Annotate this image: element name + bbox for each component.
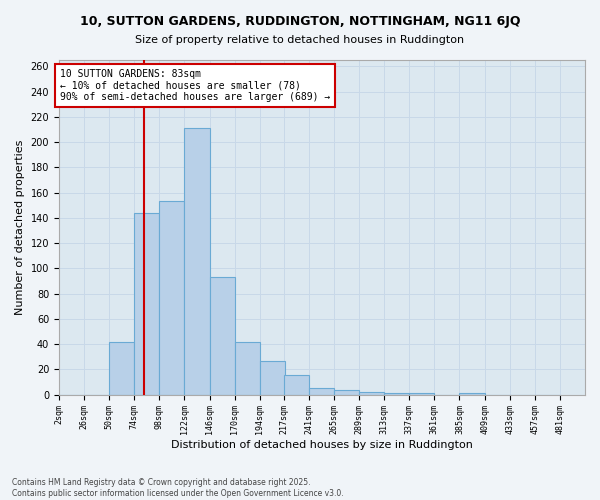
Text: 10 SUTTON GARDENS: 83sqm
← 10% of detached houses are smaller (78)
90% of semi-d: 10 SUTTON GARDENS: 83sqm ← 10% of detach… bbox=[60, 69, 330, 102]
Text: Size of property relative to detached houses in Ruddington: Size of property relative to detached ho… bbox=[136, 35, 464, 45]
Bar bbox=[235, 342, 260, 394]
Bar bbox=[109, 342, 134, 394]
Bar bbox=[260, 360, 285, 394]
Bar bbox=[134, 213, 160, 394]
Bar bbox=[334, 390, 359, 394]
X-axis label: Distribution of detached houses by size in Ruddington: Distribution of detached houses by size … bbox=[171, 440, 473, 450]
Bar bbox=[284, 374, 309, 394]
Bar bbox=[209, 278, 235, 394]
Bar bbox=[359, 392, 384, 394]
Text: Contains HM Land Registry data © Crown copyright and database right 2025.
Contai: Contains HM Land Registry data © Crown c… bbox=[12, 478, 344, 498]
Bar bbox=[184, 128, 209, 394]
Bar bbox=[309, 388, 334, 394]
Bar bbox=[160, 202, 184, 394]
Text: 10, SUTTON GARDENS, RUDDINGTON, NOTTINGHAM, NG11 6JQ: 10, SUTTON GARDENS, RUDDINGTON, NOTTINGH… bbox=[80, 15, 520, 28]
Y-axis label: Number of detached properties: Number of detached properties bbox=[15, 140, 25, 315]
